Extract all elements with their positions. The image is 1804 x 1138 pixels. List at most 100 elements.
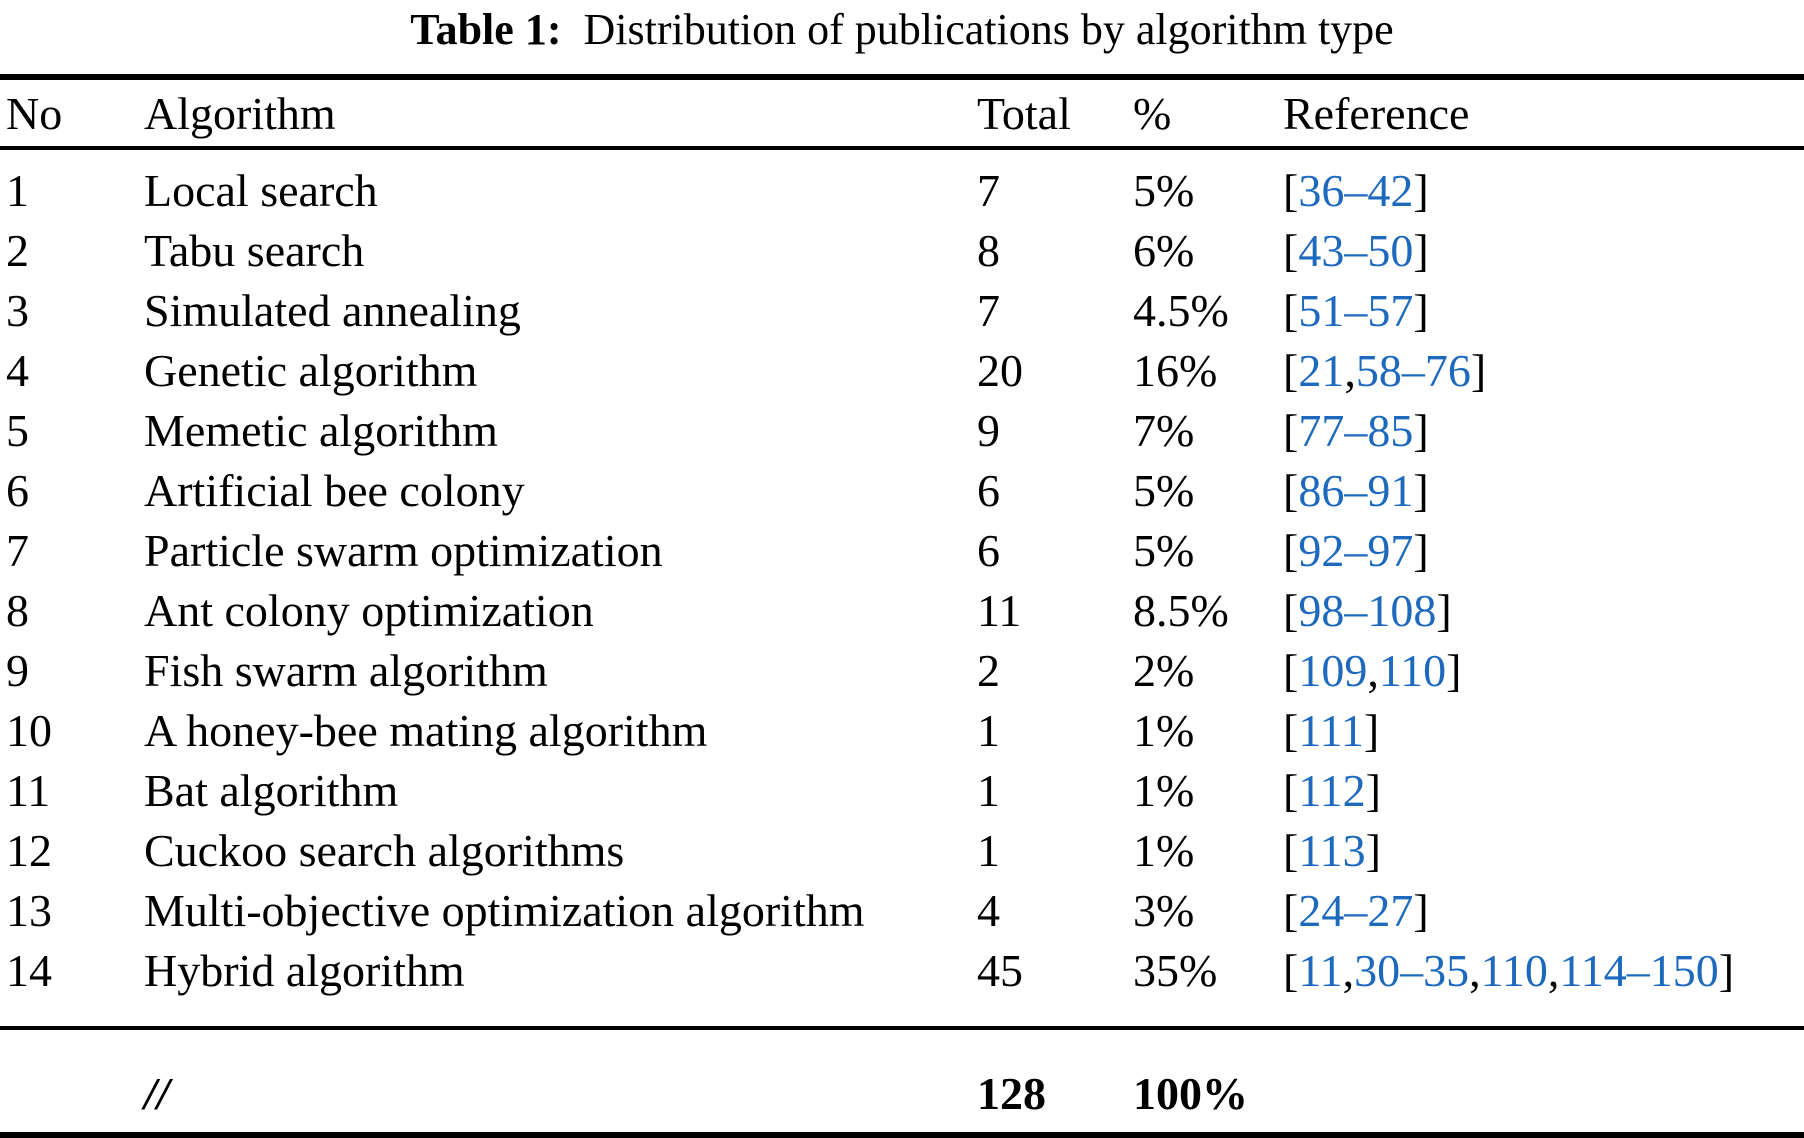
cell-percent: 35% (1133, 944, 1218, 996)
citation-link[interactable]: 113 (1298, 824, 1366, 876)
citation-link[interactable]: 111 (1298, 704, 1364, 756)
citation-link[interactable]: 58–76 (1355, 344, 1471, 396)
citation-punctuation: , (1344, 344, 1356, 396)
citation-link[interactable]: 43–50 (1298, 224, 1414, 276)
citation-link[interactable]: 110 (1480, 944, 1548, 996)
cell-no: 10 (6, 704, 52, 756)
cell-reference: [86–91] (1283, 460, 1804, 520)
table-row: 9 Fish swarm algorithm 2 2% [109,110] (0, 640, 1804, 700)
cell-reference: [111] (1283, 700, 1804, 760)
citation-punctuation: ] (1470, 344, 1487, 396)
citation-link[interactable]: 110 (1378, 644, 1447, 696)
cell-percent: 1% (1133, 704, 1195, 756)
cell-percent: 5% (1133, 524, 1195, 576)
cell-no: 2 (6, 224, 29, 276)
cell-reference: [112] (1283, 760, 1804, 820)
summary-empty (0, 1026, 144, 1138)
citation-punctuation: , (1547, 944, 1560, 996)
cell-reference: [43–50] (1283, 220, 1804, 280)
citation-link[interactable]: 86–91 (1298, 464, 1414, 516)
citation-punctuation: ] (1413, 524, 1429, 576)
cell-total: 6 (977, 524, 1000, 576)
header-percent: % (1133, 74, 1283, 150)
cell-total: 1 (977, 764, 1000, 816)
citation-punctuation: [ (1283, 884, 1299, 936)
citation-punctuation: [ (1283, 524, 1299, 576)
cell-total: 7 (977, 284, 1000, 336)
cell-no: 9 (6, 644, 29, 696)
citation-punctuation: [ (1283, 164, 1299, 216)
citation-link[interactable]: 24–27 (1298, 884, 1414, 936)
cell-percent: 6% (1133, 224, 1195, 276)
cell-total: 45 (977, 944, 1023, 996)
cell-total: 8 (977, 224, 1000, 276)
cell-total: 11 (977, 584, 1022, 636)
citation-link[interactable]: 112 (1298, 764, 1366, 816)
cell-percent: 4.5% (1133, 284, 1229, 336)
cell-algorithm: Particle swarm optimization (144, 524, 663, 576)
citation-link[interactable]: 98–108 (1298, 584, 1437, 636)
cell-no: 4 (6, 344, 29, 396)
cell-algorithm: Tabu search (144, 224, 365, 276)
table-row: 12 Cuckoo search algorithms 1 1% [113] (0, 820, 1804, 880)
citation-link[interactable]: 36–42 (1298, 164, 1414, 216)
citation-link[interactable]: 109 (1298, 644, 1368, 696)
cell-total: 20 (977, 344, 1023, 396)
cell-reference: [36–42] (1283, 148, 1804, 220)
citation-punctuation: , (1367, 644, 1379, 696)
header-row: No Algorithm Total % Reference (0, 74, 1804, 150)
citation-link[interactable]: 77–85 (1298, 404, 1414, 456)
summary-percent: 100% (1133, 1026, 1283, 1138)
citation-punctuation: ] (1413, 464, 1429, 516)
summary-row: // 128 100% (0, 1026, 1804, 1138)
table-row: 6 Artificial bee colony 6 5% [86–91] (0, 460, 1804, 520)
cell-no: 8 (6, 584, 29, 636)
table-body: 1 Local search 7 5% [36–42] 2 Tabu searc… (0, 148, 1804, 1028)
table-header: No Algorithm Total % Reference (0, 74, 1804, 150)
citation-link[interactable]: 11 (1298, 944, 1343, 996)
citation-punctuation: [ (1283, 704, 1299, 756)
cell-algorithm: Artificial bee colony (144, 464, 525, 516)
citation-punctuation: [ (1283, 404, 1299, 456)
table-caption-label: Table 1: (410, 5, 562, 54)
cell-reference: [98–108] (1283, 580, 1804, 640)
table-row: 1 Local search 7 5% [36–42] (0, 148, 1804, 220)
table-row: 7 Particle swarm optimization 6 5% [92–9… (0, 520, 1804, 580)
citation-link[interactable]: 30–35 (1354, 944, 1470, 996)
cell-total: 1 (977, 824, 1000, 876)
table-caption: Table 1: Distribution of publications by … (0, 0, 1804, 54)
table-row: 14 Hybrid algorithm 45 35% [11,30–35,110… (0, 940, 1804, 1028)
citation-punctuation: , (1342, 944, 1355, 996)
cell-percent: 5% (1133, 164, 1195, 216)
citation-link[interactable]: 51–57 (1298, 284, 1414, 336)
cell-percent: 3% (1133, 884, 1195, 936)
cell-no: 6 (6, 464, 29, 516)
cell-algorithm: Bat algorithm (144, 764, 399, 816)
table-row: 8 Ant colony optimization 11 8.5% [98–10… (0, 580, 1804, 640)
citation-punctuation: ] (1413, 884, 1429, 936)
cell-no: 3 (6, 284, 29, 336)
cell-algorithm: Memetic algorithm (144, 404, 498, 456)
cell-total: 1 (977, 704, 1000, 756)
citation-punctuation: ] (1413, 284, 1429, 336)
citation-punctuation: ] (1413, 164, 1429, 216)
citation-punctuation: [ (1283, 344, 1299, 396)
cell-percent: 5% (1133, 464, 1195, 516)
header-no: No (0, 74, 144, 150)
citation-link[interactable]: 21 (1298, 344, 1345, 396)
cell-algorithm: Local search (144, 164, 378, 216)
citation-punctuation: [ (1283, 284, 1299, 336)
table-row: 4 Genetic algorithm 20 16% [21,58–76] (0, 340, 1804, 400)
cell-algorithm: Simulated annealing (144, 284, 521, 336)
citation-punctuation: ] (1718, 944, 1735, 996)
cell-percent: 1% (1133, 824, 1195, 876)
summary-symbol: // (144, 1026, 977, 1138)
table-row: 5 Memetic algorithm 9 7% [77–85] (0, 400, 1804, 460)
table-row: 13 Multi-objective optimization algorith… (0, 880, 1804, 940)
citation-link[interactable]: 114–150 (1559, 944, 1719, 996)
cell-percent: 2% (1133, 644, 1195, 696)
cell-percent: 16% (1133, 344, 1218, 396)
citation-link[interactable]: 92–97 (1298, 524, 1414, 576)
citation-punctuation: [ (1283, 764, 1299, 816)
cell-no: 1 (6, 164, 29, 216)
